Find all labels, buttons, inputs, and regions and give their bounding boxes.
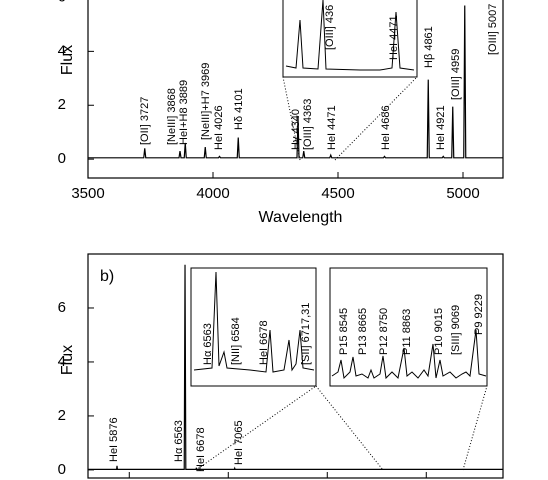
line-annotation: HeI 5876	[108, 417, 120, 462]
y-axis-title: Flux	[59, 345, 76, 375]
y-tick-label: 6	[58, 299, 66, 316]
x-axis-title: Wavelength	[259, 209, 343, 226]
y-tick-label: 4	[58, 353, 66, 370]
y-tick-label: 0	[58, 461, 66, 478]
x-tick-label: 4000	[196, 185, 229, 202]
line-annotation: Hβ 4861	[423, 26, 435, 68]
x-tick-label: 3500	[71, 185, 104, 202]
y-tick-label: 4	[58, 42, 66, 59]
x-tick-label: 4500	[321, 185, 354, 202]
line-annotation: [NeIII]+H7 3969	[200, 63, 212, 140]
line-annotation: HeI 4686	[380, 105, 392, 150]
inset-annotation: P11 8863	[401, 309, 413, 355]
line-annotation: Hα 6563	[173, 420, 185, 462]
line-annotation: HeI 4026	[213, 105, 225, 150]
spectrum-line	[88, 5, 503, 159]
line-annotation: HeI 7065	[233, 420, 245, 465]
connector	[315, 385, 384, 471]
connector	[334, 76, 418, 161]
panel-label: b)	[100, 268, 114, 285]
plot-frame	[87, 253, 504, 479]
y-tick-label: 6	[58, 0, 66, 5]
plot-frame	[87, 0, 504, 179]
connector	[462, 385, 488, 471]
inset-annotation: [NII] 6584	[230, 317, 242, 365]
line-annotation: [OII] 3727	[139, 97, 151, 145]
y-tick-label: 0	[58, 150, 66, 167]
inset-annotation: P9 9229	[473, 294, 485, 335]
spectrum-line	[88, 264, 503, 470]
connector	[195, 385, 317, 471]
inset-spectrum	[331, 329, 487, 380]
line-annotation: Hδ 4101	[233, 88, 245, 130]
inset-frame	[329, 267, 488, 387]
line-annotation: [OIII] 4363	[302, 99, 314, 150]
insets	[190, 0, 488, 471]
inset-annotation: P13 8665	[357, 308, 369, 355]
inset-annotation: [SII] 6717,31	[300, 303, 312, 365]
inset-frame	[282, 0, 418, 78]
inset-annotation: HeI 4471	[388, 15, 400, 60]
y-tick-label: 2	[58, 407, 66, 424]
inset-annotation: P10 9015	[433, 308, 445, 355]
line-annotation: Hγ 4340	[290, 109, 302, 150]
connector	[282, 76, 301, 161]
x-tick-label: 5000	[446, 185, 479, 202]
line-annotation: [OIII] 4959	[450, 49, 462, 100]
inset-spectrum	[193, 271, 315, 373]
line-annotation: [NeIII] 3868	[166, 88, 178, 145]
inset-annotation: P12 8750	[378, 308, 390, 355]
line-annotation: HeI 4921	[435, 105, 447, 150]
inset-annotation: Hα 6563	[202, 323, 214, 365]
inset-annotation: HeI 6678	[258, 320, 270, 365]
y-tick-label: 2	[58, 96, 66, 113]
inset-spectrum	[285, 0, 415, 71]
line-annotation: HeI+H8 3889	[178, 80, 190, 145]
y-axis-title: Flux	[59, 45, 76, 75]
inset-annotation: P15 8545	[338, 308, 350, 355]
inset-annotation: [SIII] 9069	[450, 305, 462, 355]
line-annotation: [OIII] 5007	[487, 4, 499, 55]
line-annotation: HeI 6678	[195, 427, 207, 472]
line-annotation: HeI 4471	[326, 105, 338, 150]
inset-annotation: [OIII] 436	[324, 5, 336, 50]
